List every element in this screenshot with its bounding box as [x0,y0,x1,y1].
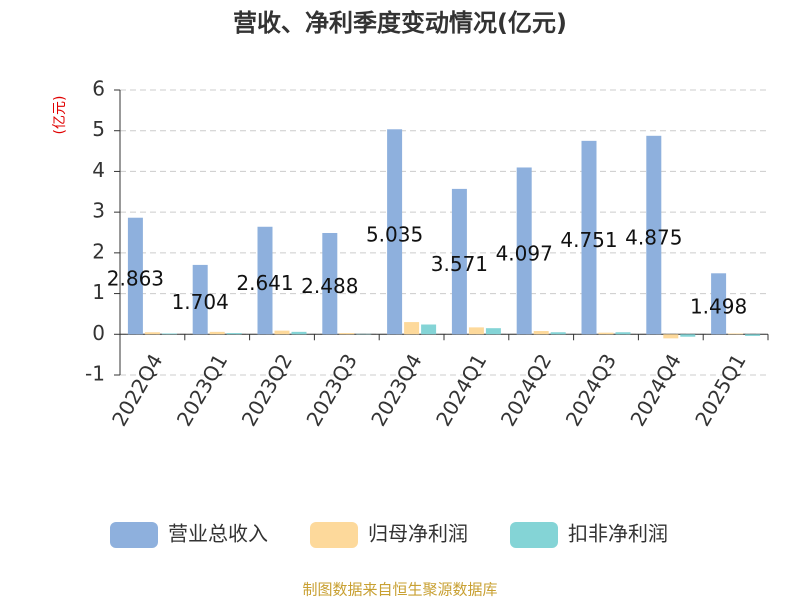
bar [533,331,549,335]
x-tick-label: 2024Q4 [625,350,685,431]
bar [516,167,532,335]
data-label: 1.498 [690,294,747,318]
bar [728,333,744,335]
x-tick-label: 2023Q1 [172,350,232,431]
bar [615,332,631,335]
bar [127,217,143,335]
bar [663,334,679,339]
bar [680,334,696,337]
bar [421,324,437,335]
bar [339,333,355,335]
bar [161,333,177,335]
data-label: 1.704 [172,290,229,314]
y-tick-label: 1 [92,280,105,304]
bar [550,332,566,335]
source-note: 制图数据来自恒生聚源数据库 [302,581,497,599]
bar [144,332,160,335]
bar [711,273,727,335]
bar [192,264,208,335]
bar [581,140,597,335]
bar [598,332,614,335]
legend-label: 扣非净利润 [568,522,668,546]
data-label: 4.751 [560,228,617,252]
bar [745,334,761,336]
legend-swatch [310,522,358,548]
data-label: 4.875 [625,226,682,250]
bar [646,135,662,335]
chart-title: 营收、净利季度变动情况(亿元) [233,9,567,37]
bar [485,328,501,335]
x-tick-label: 2024Q2 [496,350,556,431]
legend-swatch [110,522,158,548]
bar [257,226,273,335]
y-tick-label: -1 [85,362,105,386]
y-tick-label: 6 [92,77,105,101]
x-tick-label: 2025Q1 [690,350,750,431]
x-tick-label: 2023Q3 [301,350,361,431]
y-tick-label: 0 [92,321,105,345]
x-tick-label: 2024Q3 [561,350,621,431]
y-tick-label: 3 [92,199,105,223]
y-tick-label: 2 [92,239,105,263]
bar [322,232,338,335]
bar [274,330,290,335]
x-tick-label: 2023Q4 [366,350,426,431]
data-label: 2.641 [236,271,293,295]
bar [209,331,225,335]
bar [404,322,420,335]
data-label: 2.863 [107,267,164,291]
data-label: 5.035 [366,222,423,246]
y-tick-label: 5 [92,117,105,141]
legend-label: 营业总收入 [168,522,268,546]
bar [226,333,242,335]
data-label: 4.097 [496,241,553,265]
y-axis-label: (亿元) [52,96,68,135]
data-label: 2.488 [301,274,358,298]
x-tick-label: 2023Q2 [237,350,297,431]
y-tick-label: 4 [92,158,105,182]
bar [291,331,307,335]
bar [451,188,467,335]
data-label: 3.571 [431,252,488,276]
bar [387,129,403,335]
bar [468,327,484,335]
x-tick-label: 2022Q4 [107,350,167,431]
x-tick-label: 2024Q1 [431,350,491,431]
legend-swatch [510,522,558,548]
legend-label: 归母净利润 [368,522,468,546]
